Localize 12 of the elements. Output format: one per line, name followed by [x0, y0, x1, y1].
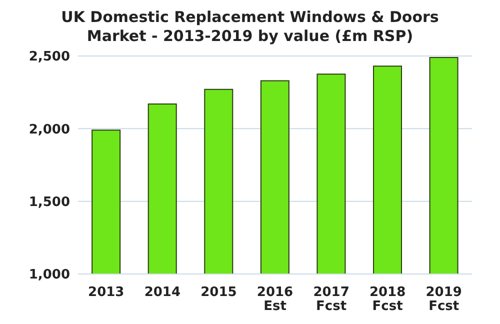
x-tick-label: 2017 Fcst: [313, 285, 350, 314]
x-tick-label: 2013: [88, 285, 124, 300]
x-tick-label: 2019 Fcst: [426, 285, 462, 314]
y-tick-label: 2,500: [28, 50, 70, 65]
x-tick-label: 2015: [200, 285, 237, 300]
x-tick-label: 2014: [144, 285, 181, 300]
chart-title: UK Domestic Replacement Windows & Doors Market - 2013-2019 by value (£m RSP): [60, 8, 440, 46]
x-tick-label: 2018 Fcst: [369, 285, 406, 314]
y-tick-label: 1,000: [28, 268, 70, 283]
y-tick-label: 2,000: [28, 122, 70, 138]
x-tick-label: 2016 Est: [256, 285, 294, 314]
y-tick-label: 1,500: [28, 194, 70, 210]
